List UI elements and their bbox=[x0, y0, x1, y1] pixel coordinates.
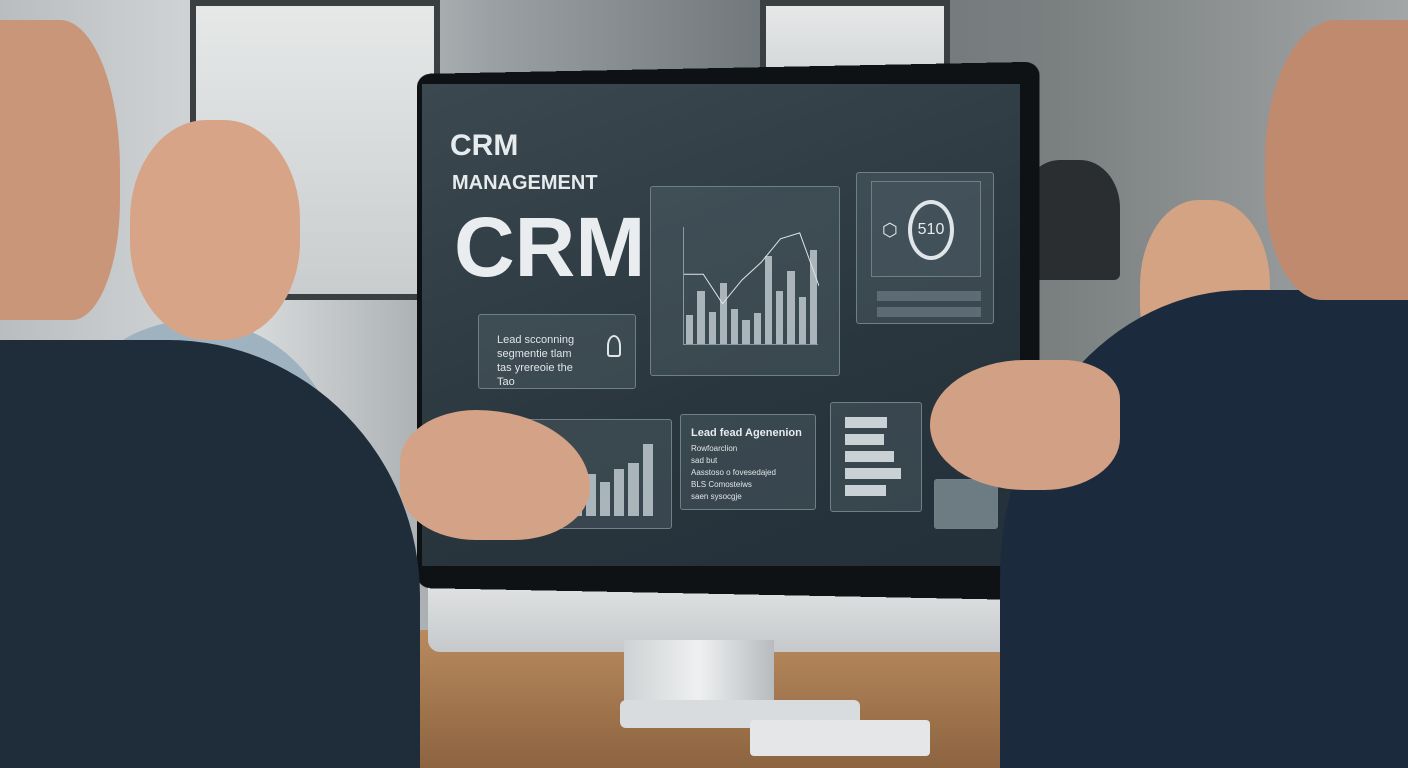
lead-card-line: Tao bbox=[497, 376, 515, 388]
list-row[interactable] bbox=[877, 291, 981, 301]
agenda-card[interactable]: Lead fead Agenenion Rowfoarclion sad but… bbox=[680, 414, 816, 510]
chart-bar bbox=[742, 320, 750, 344]
chart-bar bbox=[798, 296, 806, 344]
hbar bbox=[845, 451, 894, 462]
robot-icon bbox=[607, 335, 621, 357]
hbar bbox=[845, 434, 884, 445]
hbar bbox=[845, 417, 887, 428]
pointing-hand bbox=[930, 360, 1120, 490]
chart-bar bbox=[776, 290, 784, 344]
chart-bar bbox=[764, 255, 772, 344]
chart-bar bbox=[697, 290, 705, 344]
chart-bar bbox=[599, 481, 611, 516]
chart-bar bbox=[809, 249, 817, 344]
chart-bar bbox=[642, 443, 653, 516]
hbar bbox=[845, 468, 901, 479]
bar-chart bbox=[683, 227, 819, 345]
woman-face bbox=[130, 120, 300, 340]
lead-scoring-card[interactable]: Lead scconning segmentie tlam tas yrereo… bbox=[478, 314, 636, 389]
agenda-line: Aasstoso o fovesedajed bbox=[691, 468, 776, 477]
gauge-box: 510 ⬡ bbox=[871, 181, 981, 277]
title-small: CRM bbox=[450, 129, 519, 162]
hbar-panel[interactable] bbox=[830, 402, 922, 512]
chart-bar bbox=[753, 313, 761, 344]
title-large: CRM bbox=[454, 200, 646, 294]
keyboard[interactable] bbox=[750, 720, 930, 756]
chart-bar bbox=[719, 282, 727, 344]
agenda-line: BLS Comosteiws bbox=[691, 480, 752, 489]
map-thumbnail[interactable] bbox=[934, 479, 998, 529]
chart-bar bbox=[787, 270, 795, 344]
sales-chart-panel[interactable] bbox=[650, 186, 840, 376]
gauge-panel[interactable]: 510 ⬡ bbox=[856, 172, 994, 324]
lead-card-line: segmentie tlam bbox=[497, 348, 572, 360]
chart-bar bbox=[585, 474, 596, 516]
subtitle: MANAGEMENT bbox=[452, 172, 598, 194]
lead-card-line: tas yrereoie the bbox=[497, 362, 573, 374]
chart-bar bbox=[731, 308, 739, 344]
trend-line bbox=[684, 232, 819, 305]
agenda-line: sad but bbox=[691, 456, 718, 465]
gear-icon: ⬡ bbox=[882, 220, 898, 240]
man-right-face bbox=[1265, 20, 1408, 300]
agenda-title: Lead fead Agenenion bbox=[691, 427, 802, 439]
agenda-line: saen sysocgje bbox=[691, 492, 742, 501]
chart-bar bbox=[708, 312, 716, 344]
gauge-value: 510 bbox=[908, 200, 954, 260]
hbar bbox=[845, 485, 886, 496]
chart-bar bbox=[686, 314, 694, 344]
hbar-chart bbox=[831, 417, 923, 507]
lead-card-line: Lead scconning bbox=[497, 334, 575, 346]
man-left-face bbox=[0, 20, 120, 320]
list-row[interactable] bbox=[877, 307, 981, 317]
chart-bar bbox=[614, 468, 625, 516]
agenda-line: Rowfoarclion bbox=[691, 444, 738, 453]
chart-bar bbox=[628, 462, 639, 516]
